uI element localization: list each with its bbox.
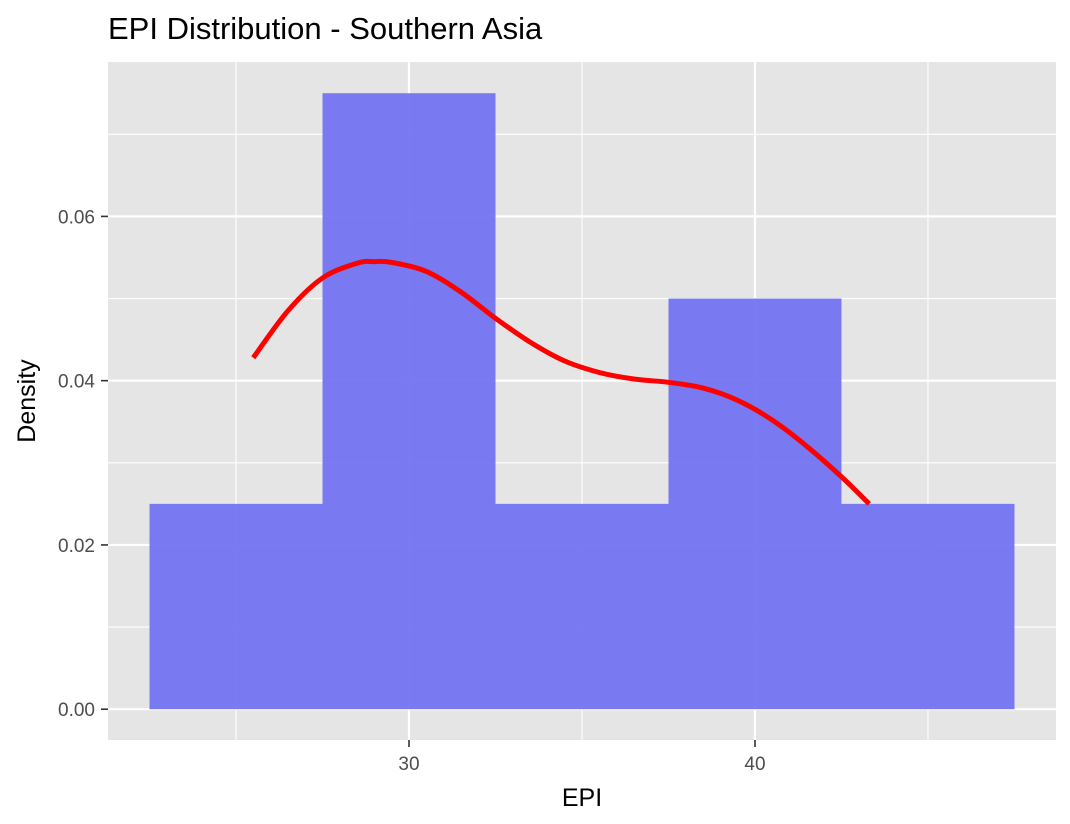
histogram-bar xyxy=(149,503,323,710)
x-axis-title: EPI xyxy=(562,784,602,812)
histogram-bar xyxy=(668,298,842,710)
y-axis-title: Density xyxy=(13,359,41,443)
density-curve xyxy=(251,258,871,506)
histogram-bar xyxy=(495,503,669,710)
histogram-bars xyxy=(149,93,1015,710)
y-tick-label: 0.06 xyxy=(58,207,95,228)
y-axis-ticks: 0.00 0.02 0.04 0.06 xyxy=(58,207,108,721)
chart-title: EPI Distribution - Southern Asia xyxy=(108,11,543,46)
histogram-bar xyxy=(322,93,496,710)
y-tick-label: 0.00 xyxy=(58,700,95,721)
y-tick-label: 0.02 xyxy=(58,536,95,557)
x-tick-label: 30 xyxy=(398,754,419,775)
histogram-bar xyxy=(841,503,1015,710)
y-tick-label: 0.04 xyxy=(58,372,95,393)
x-axis-ticks: 30 40 xyxy=(398,740,766,775)
x-tick-label: 40 xyxy=(744,754,765,775)
